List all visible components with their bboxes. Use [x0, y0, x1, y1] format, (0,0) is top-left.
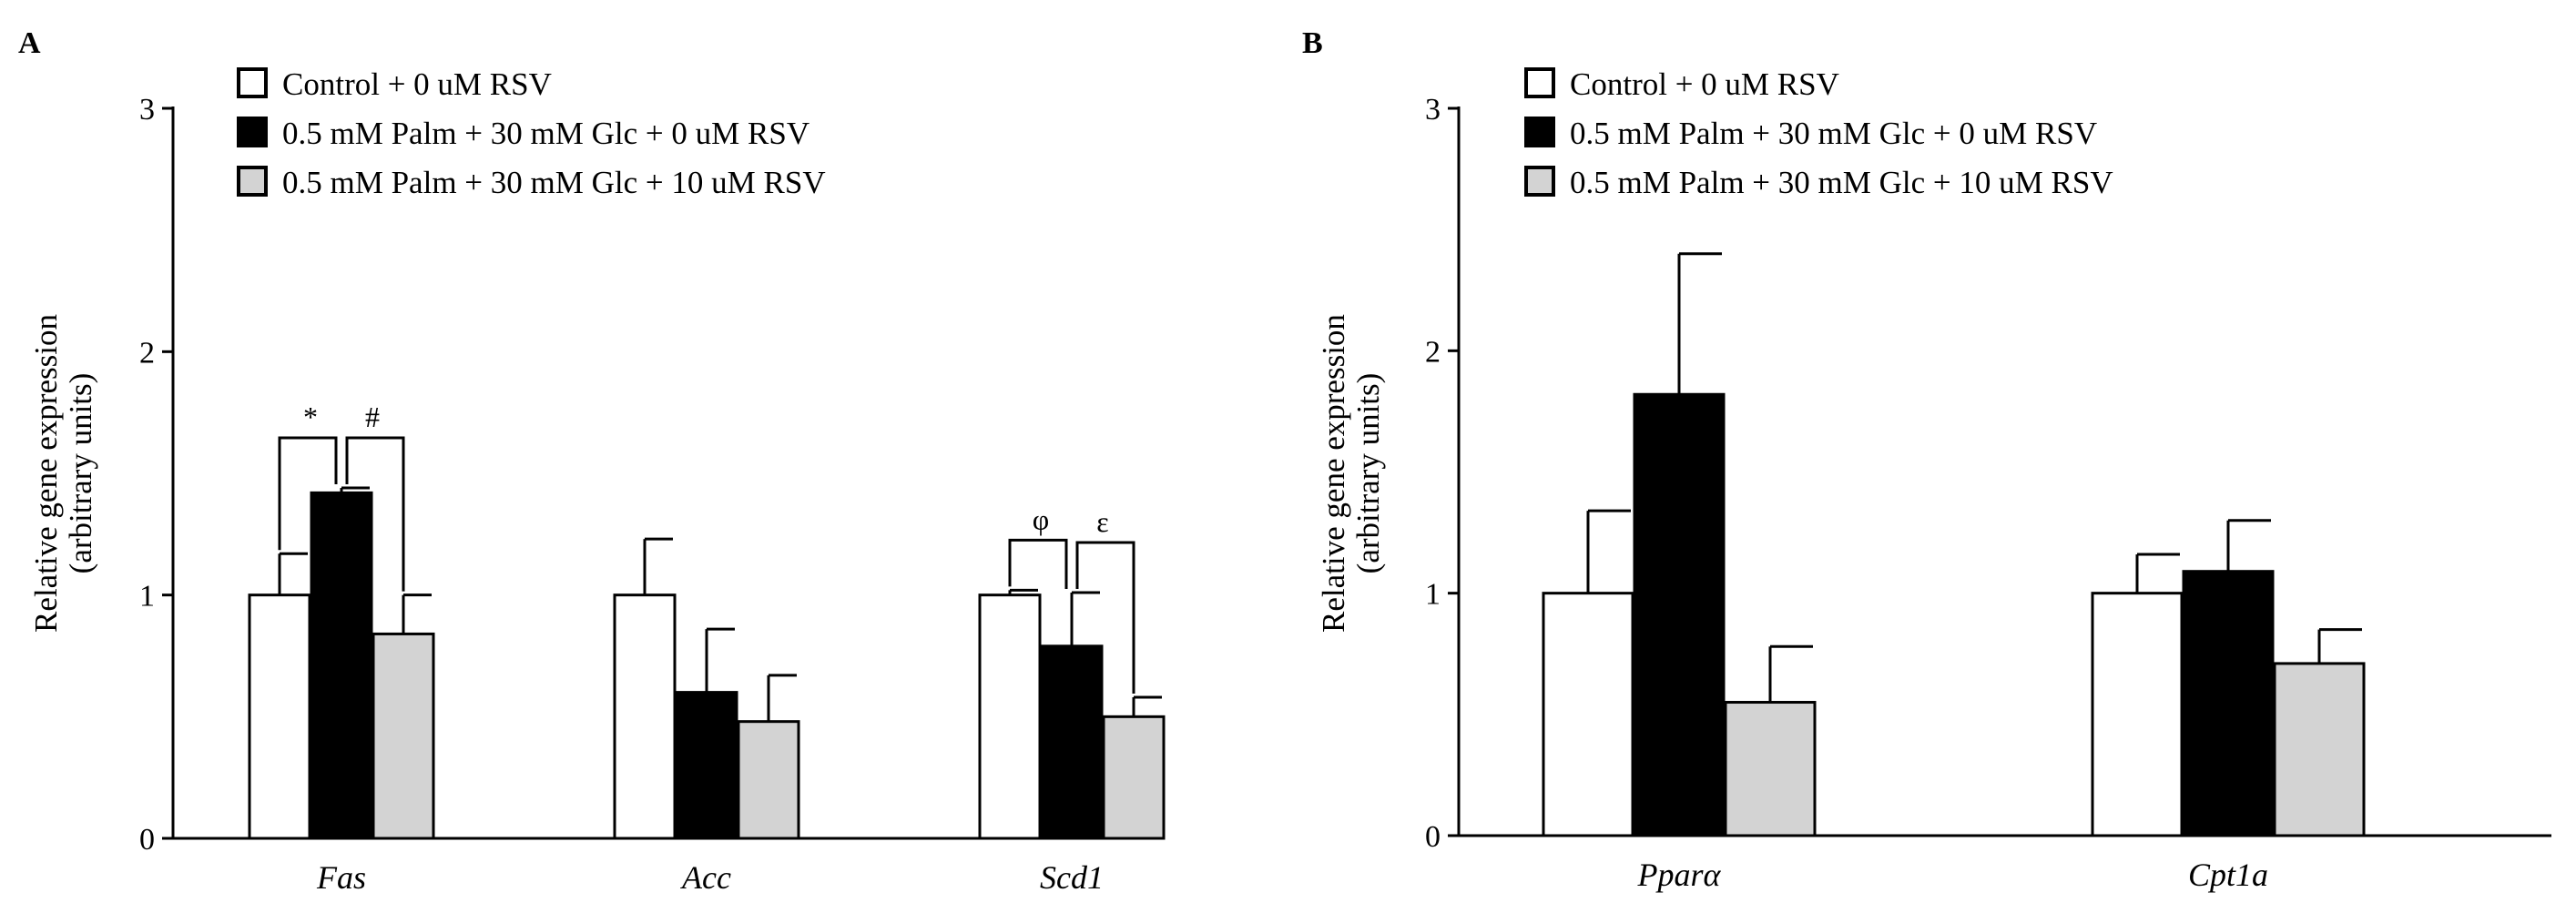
panel-label: B — [1302, 26, 1323, 60]
significance-marker: * — [303, 401, 318, 433]
legend-entry-label: Control + 0 uM RSV — [1570, 66, 1839, 102]
legend-swatch — [1524, 166, 1555, 197]
bar — [1724, 701, 1817, 837]
chart-panel-a: A 0 1 2 3 Relative gene expression (arbitrary … — [18, 26, 1166, 896]
significance-marker: φ — [1033, 502, 1049, 535]
bar — [737, 720, 800, 840]
x-category-label: Fas — [316, 859, 366, 896]
significance-bracket — [1008, 538, 1068, 589]
y-axis-title: Relative gene expression — [28, 314, 64, 633]
bar — [1040, 644, 1104, 840]
x-category-label: Cpt1a — [2188, 857, 2268, 893]
y-axis-title: (arbitrary units) — [1350, 373, 1386, 574]
y-tick-label: 0 — [139, 823, 155, 857]
significance-marker: # — [365, 401, 380, 433]
legend-swatch — [237, 166, 268, 197]
y-tick-label: 3 — [139, 93, 155, 127]
bar — [978, 593, 1042, 840]
bar — [613, 593, 677, 840]
bar — [1102, 715, 1166, 840]
y-tick-label: 1 — [1425, 578, 1441, 612]
y-axis-title: (arbitrary units) — [63, 373, 98, 574]
bar — [2182, 570, 2275, 837]
y-tick-label: 2 — [1425, 335, 1441, 369]
significance-bracket — [278, 436, 338, 551]
legend-entry-label: 0.5 mM Palm + 30 mM Glc + 0 uM RSV — [282, 116, 809, 151]
bar — [1633, 392, 1726, 837]
significance-bracket — [1075, 541, 1135, 694]
bar — [248, 593, 311, 840]
chart-panel-b: B 0 1 2 3 Relative gene expression (arbitrary … — [1302, 26, 2551, 893]
bar — [1542, 592, 1634, 837]
legend-entry-label: 0.5 mM Palm + 30 mM Glc + 0 uM RSV — [1570, 116, 2097, 151]
y-tick-label: 1 — [139, 580, 155, 614]
legend-swatch — [1524, 117, 1555, 147]
y-axis-title: Relative gene expression — [1316, 314, 1351, 633]
significance-bracket — [345, 436, 405, 592]
y-tick-label: 0 — [1425, 820, 1441, 854]
x-category-label: Scd1 — [1040, 859, 1104, 896]
bar — [2273, 662, 2366, 837]
x-category-label: Pparα — [1637, 857, 1722, 893]
significance-marker: ε — [1096, 505, 1108, 538]
bar — [2091, 592, 2184, 837]
legend-swatch — [237, 67, 268, 98]
legend-swatch — [237, 117, 268, 147]
bar — [310, 491, 373, 840]
legend-entry-label: Control + 0 uM RSV — [282, 66, 552, 102]
legend-entry-label: 0.5 mM Palm + 30 mM Glc + 10 uM RSV — [1570, 165, 2113, 200]
y-tick-label: 2 — [139, 336, 155, 370]
y-tick-label: 3 — [1425, 93, 1441, 127]
x-category-label: Acc — [680, 859, 731, 896]
bar — [675, 691, 738, 840]
bar — [372, 632, 435, 840]
legend-entry-label: 0.5 mM Palm + 30 mM Glc + 10 uM RSV — [282, 165, 826, 200]
legend-swatch — [1524, 67, 1555, 98]
panel-label: A — [18, 26, 41, 60]
